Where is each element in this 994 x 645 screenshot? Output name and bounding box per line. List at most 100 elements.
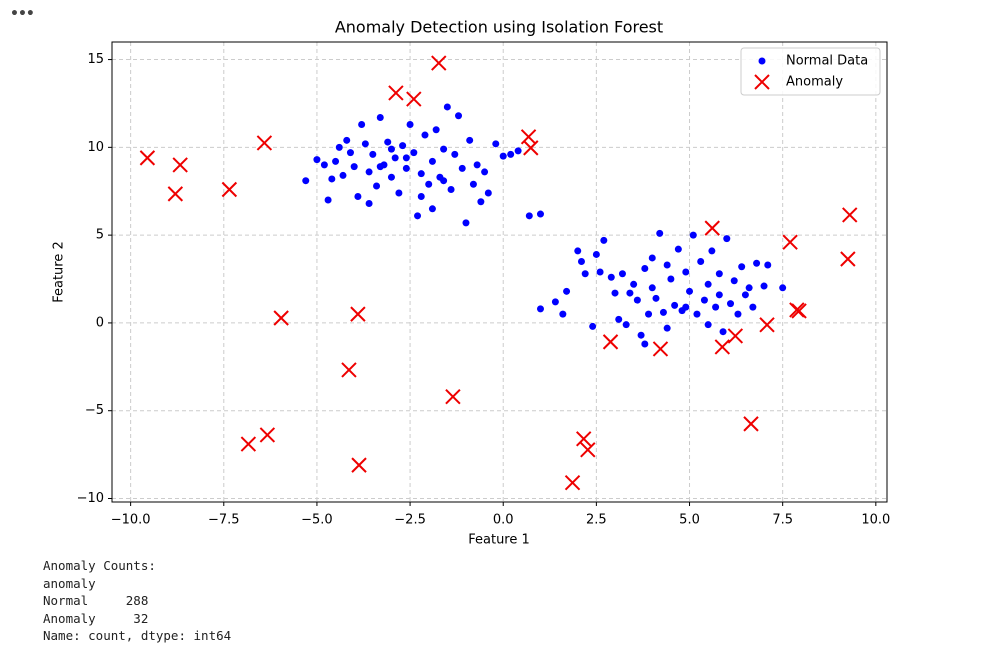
data-point: [499, 152, 507, 160]
data-point: [536, 210, 544, 218]
data-point: [652, 294, 660, 302]
data-point: [417, 193, 425, 201]
data-point: [343, 136, 351, 144]
data-point: [715, 291, 723, 299]
data-point: [313, 156, 321, 164]
data-point: [738, 263, 746, 271]
data-point: [723, 235, 731, 243]
data-point: [428, 157, 436, 165]
data-point: [365, 168, 373, 176]
anomaly-point: [791, 303, 807, 319]
anomaly-point: [782, 234, 798, 250]
y-tick-label: 5: [96, 228, 104, 243]
x-tick-label: 7.5: [772, 513, 793, 528]
chart: Anomaly Detection using Isolation Forest…: [52, 18, 891, 548]
data-point: [324, 196, 332, 204]
data-point: [410, 149, 418, 157]
data-point: [671, 301, 679, 309]
data-point: [358, 121, 366, 129]
data-point: [648, 284, 656, 292]
data-point: [369, 150, 377, 158]
data-point: [402, 154, 410, 162]
x-tick-label: 0.0: [493, 513, 514, 528]
data-point: [361, 140, 369, 148]
data-point: [302, 177, 310, 185]
anomaly-point: [727, 328, 744, 344]
anomaly-point: [602, 334, 619, 350]
anomaly-point: [256, 135, 273, 151]
anomaly-point: [759, 317, 775, 333]
x-tick-label: 5.0: [679, 513, 700, 528]
output-line: Anomaly 32: [43, 610, 149, 626]
data-point: [428, 205, 436, 213]
data-point: [525, 212, 533, 220]
anomaly-point: [652, 341, 669, 357]
data-point: [414, 212, 422, 220]
data-point: [455, 112, 463, 120]
anomaly-point: [388, 85, 404, 101]
data-point: [469, 180, 477, 188]
output-line: Normal 288: [43, 593, 149, 608]
data-point: [622, 321, 630, 329]
data-point: [730, 277, 738, 285]
y-tick-label: 0: [96, 315, 104, 330]
data-point: [645, 310, 653, 318]
data-point: [637, 331, 645, 339]
cell-menu[interactable]: •••: [10, 6, 35, 22]
data-point: [536, 305, 544, 313]
data-point: [600, 236, 608, 244]
data-point: [592, 250, 600, 258]
anomaly-point: [350, 306, 366, 322]
data-point: [466, 136, 474, 144]
anomaly-point: [575, 431, 592, 447]
anomaly-point: [842, 207, 858, 223]
data-point: [477, 198, 485, 206]
legend-label: Normal Data: [786, 54, 868, 69]
y-tick-label: −10: [77, 491, 104, 506]
anomaly-point: [564, 474, 581, 491]
x-tick-label: 2.5: [586, 513, 607, 528]
data-point: [462, 219, 470, 227]
anomaly-point: [431, 55, 447, 71]
plot-frame: [111, 41, 888, 503]
data-point: [402, 164, 410, 172]
data-point: [712, 303, 720, 311]
data-point: [387, 173, 395, 181]
data-point: [589, 322, 597, 330]
output-line: Name: count, dtype: int64: [43, 628, 232, 643]
data-point: [656, 229, 664, 237]
data-point: [376, 113, 384, 121]
data-point: [328, 175, 336, 183]
output-line: anomaly: [43, 575, 96, 591]
anomaly-point: [714, 339, 731, 355]
data-point: [320, 161, 328, 169]
x-tick-label: −5.0: [301, 513, 333, 528]
data-point: [473, 161, 481, 169]
data-point: [626, 289, 634, 297]
data-point: [440, 177, 448, 185]
data-point: [376, 163, 384, 171]
data-point: [641, 264, 649, 272]
data-point: [391, 154, 399, 162]
data-point: [574, 247, 582, 255]
anomaly-point: [840, 251, 856, 267]
data-point: [704, 321, 712, 329]
data-point: [484, 189, 492, 197]
data-point: [719, 328, 727, 336]
anomaly-point: [221, 181, 238, 198]
data-point: [432, 126, 440, 134]
data-point: [421, 131, 429, 139]
y-tick-label: 15: [87, 52, 104, 67]
data-point: [693, 310, 701, 318]
data-point: [708, 247, 716, 255]
x-tick-label: −10.0: [111, 513, 151, 528]
data-point: [563, 287, 571, 295]
data-point: [659, 308, 667, 316]
anomaly-point: [341, 362, 357, 378]
data-point: [417, 170, 425, 178]
data-point: [667, 275, 675, 283]
data-point: [704, 280, 712, 288]
data-point: [551, 298, 559, 306]
data-point: [682, 268, 690, 276]
